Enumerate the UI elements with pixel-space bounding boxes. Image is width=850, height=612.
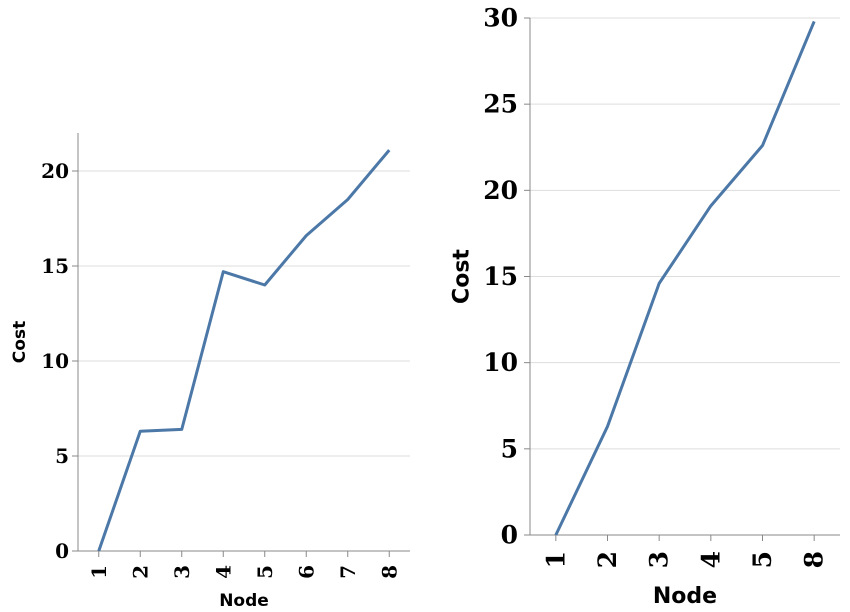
y-tick-label: 5 [501,434,518,463]
y-tick-label: 10 [41,349,69,373]
x-tick-label: 5 [748,551,777,568]
y-tick-label: 0 [55,539,69,563]
x-tick-label: 4 [211,565,235,579]
y-tick-label: 30 [483,4,518,33]
y-axis-title: Cost [10,321,30,363]
chart-right: 0 5 10 15 20 25 30 1 2 3 4 5 8 Node Cost [450,4,840,609]
x-axis-title: Node [219,591,269,611]
y-axis-title: Cost [450,249,475,304]
y-tick-label: 25 [483,90,518,119]
x-tick-label: 1 [541,551,570,568]
y-tick-label: 20 [41,159,69,183]
y-tick-label: 5 [55,444,69,468]
x-tick-label: 7 [336,565,360,579]
x-tick-label: 8 [377,565,401,579]
x-axis-title: Node [653,584,717,609]
chart-left: 0 5 10 15 20 1 2 3 4 5 6 7 8 Node Cost [10,133,410,611]
x-tick-label: 2 [128,565,152,579]
x-tick-label: 8 [800,551,829,568]
y-tick-label: 0 [501,521,518,550]
x-tick-label: 6 [294,565,318,579]
x-tick-label: 1 [87,565,111,579]
y-tick-label: 10 [483,348,518,377]
y-tick-label: 20 [483,176,518,205]
x-tick-label: 3 [170,565,194,579]
x-tick-label: 3 [645,551,674,568]
x-tick-label: 2 [593,551,622,568]
x-tick-label: 4 [696,551,725,568]
y-tick-label: 15 [483,262,518,291]
x-tick-label: 5 [253,565,277,579]
series-line [97,149,391,552]
y-tick-label: 15 [41,254,69,278]
series-line [554,20,816,536]
